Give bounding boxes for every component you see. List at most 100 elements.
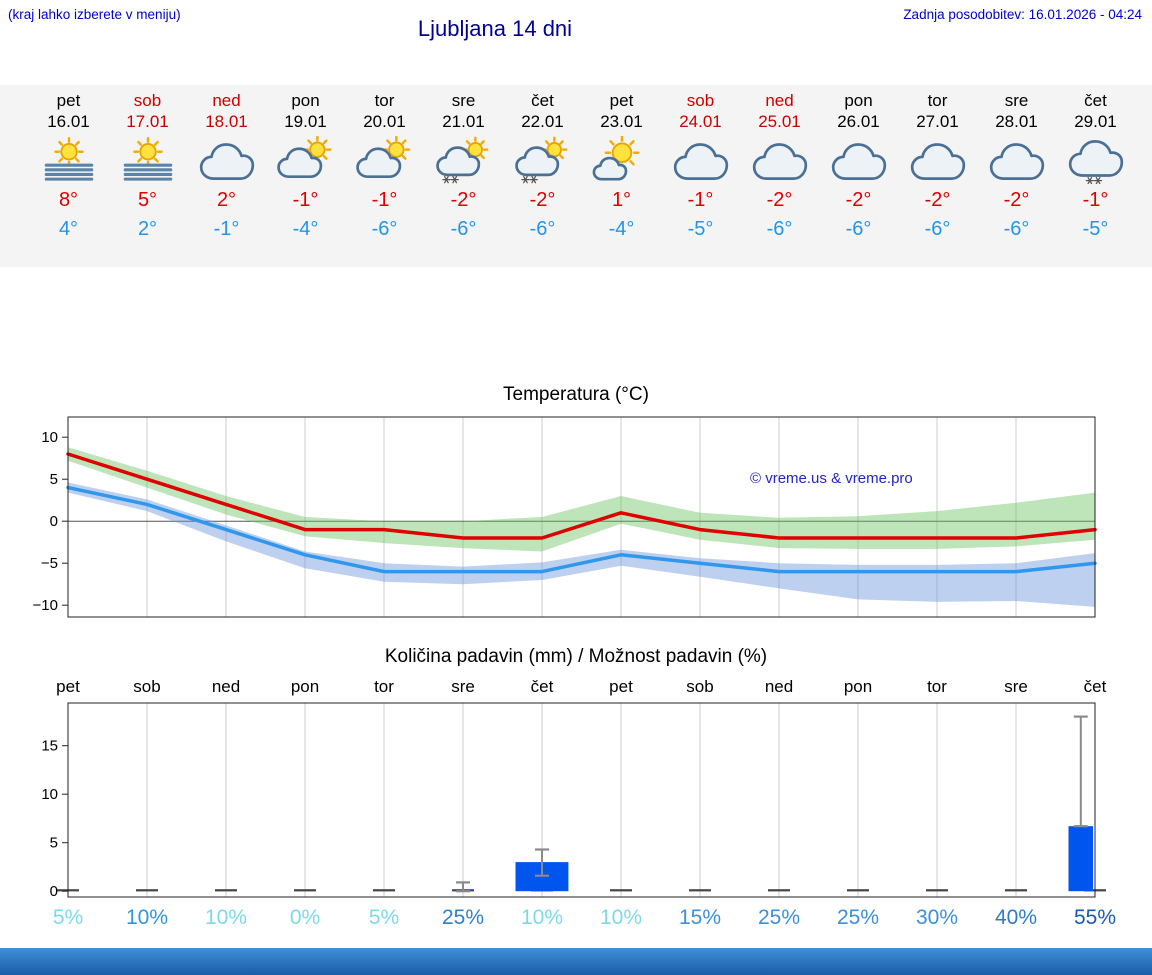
svg-text:10%: 10% xyxy=(521,906,563,929)
day-date: 19.01 xyxy=(284,112,327,131)
svg-text:sob: sob xyxy=(686,677,713,696)
cloudy-icon xyxy=(187,136,266,186)
temperature-chart: −10 −5 0 5 10 © vreme.us & vreme.pro xyxy=(33,416,1097,618)
svg-text:0%: 0% xyxy=(290,906,320,929)
day-date: 17.01 xyxy=(126,112,169,131)
day-name: ned xyxy=(765,91,794,110)
cloudy-icon xyxy=(740,136,819,186)
high-temperature: -2° xyxy=(845,189,872,211)
svg-text:pon: pon xyxy=(291,677,319,696)
svg-text:25%: 25% xyxy=(442,906,484,929)
high-temperature: 2° xyxy=(216,189,237,211)
forecast-row: pet 16.01 8° 4° sob 17.01 5° 2° ned 18.0… xyxy=(29,91,1135,241)
cloudy-snow-icon xyxy=(1056,136,1135,186)
last-update: Zadnja posodobitev: 16.01.2026 - 04:24 xyxy=(903,7,1142,22)
forecast-day-column: pon 19.01 -1° -4° xyxy=(266,91,345,241)
low-temperature: -6° xyxy=(845,218,872,240)
high-temperature: -2° xyxy=(924,189,951,211)
svg-text:25%: 25% xyxy=(758,906,800,929)
svg-text:tor: tor xyxy=(374,677,394,696)
cloudy-icon xyxy=(977,136,1056,186)
day-date: 22.01 xyxy=(521,112,564,131)
svg-text:10: 10 xyxy=(41,786,58,803)
high-temperature: -2° xyxy=(766,189,793,211)
day-date: 29.01 xyxy=(1074,112,1117,131)
svg-text:© vreme.us & vreme.pro: © vreme.us & vreme.pro xyxy=(750,470,913,487)
svg-text:40%: 40% xyxy=(995,906,1037,929)
day-name: sre xyxy=(451,91,476,110)
forecast-day-column: čet 29.01 -1° -5° xyxy=(1056,91,1135,241)
high-temperature: -2° xyxy=(450,189,477,211)
day-name: tor xyxy=(927,91,948,110)
low-temperature: -6° xyxy=(371,218,398,240)
day-date: 21.01 xyxy=(442,112,485,131)
day-date: 24.01 xyxy=(679,112,722,131)
day-date: 27.01 xyxy=(916,112,959,131)
forecast-day-column: ned 25.01 -2° -6° xyxy=(740,91,819,241)
day-name: čet xyxy=(531,91,554,110)
day-date: 18.01 xyxy=(205,112,248,131)
low-temperature: -4° xyxy=(292,218,319,240)
day-name: pet xyxy=(56,91,81,110)
svg-text:55%: 55% xyxy=(1074,906,1116,929)
forecast-day-column: sob 24.01 -1° -5° xyxy=(661,91,740,241)
low-temperature: -6° xyxy=(766,218,793,240)
low-temperature: -1° xyxy=(213,218,240,240)
svg-text:ned: ned xyxy=(765,677,793,696)
high-temperature: 1° xyxy=(611,189,632,211)
svg-text:10: 10 xyxy=(41,429,58,446)
footer-bar xyxy=(0,948,1152,975)
high-temperature: -1° xyxy=(687,189,714,211)
cloudy-icon xyxy=(819,136,898,186)
forecast-day-column: pet 23.01 1° -4° xyxy=(582,91,661,241)
day-name: ned xyxy=(212,91,241,110)
day-name: sre xyxy=(1004,91,1029,110)
svg-text:5: 5 xyxy=(50,471,58,488)
partly-cloudy-snow-icon xyxy=(503,136,582,186)
svg-text:sre: sre xyxy=(1004,677,1028,696)
low-temperature: -5° xyxy=(687,218,714,240)
day-date: 16.01 xyxy=(47,112,90,131)
location-hint: (kraj lahko izberete v meniju) xyxy=(8,7,181,22)
svg-text:25%: 25% xyxy=(837,906,879,929)
svg-text:čet: čet xyxy=(531,677,554,696)
partly-cloudy-icon xyxy=(266,136,345,186)
day-date: 28.01 xyxy=(995,112,1038,131)
temperature-chart-title: Temperatura (°C) xyxy=(503,384,649,405)
partly-cloudy-icon xyxy=(345,136,424,186)
svg-text:0: 0 xyxy=(50,513,58,530)
svg-text:10%: 10% xyxy=(205,906,247,929)
svg-text:pet: pet xyxy=(609,677,633,696)
high-temperature: -2° xyxy=(1003,189,1030,211)
svg-text:10%: 10% xyxy=(126,906,168,929)
high-temperature: 5° xyxy=(137,189,158,211)
high-temperature: -1° xyxy=(371,189,398,211)
low-temperature: -6° xyxy=(1003,218,1030,240)
svg-text:30%: 30% xyxy=(916,906,958,929)
day-name: sob xyxy=(686,91,715,110)
precipitation-chart-title: Količina padavin (mm) / Možnost padavin … xyxy=(384,646,768,667)
day-name: tor xyxy=(374,91,395,110)
forecast-day-column: sre 28.01 -2° -6° xyxy=(977,91,1056,241)
high-temperature: -1° xyxy=(292,189,319,211)
svg-text:5%: 5% xyxy=(53,906,83,929)
svg-text:sob: sob xyxy=(133,677,160,696)
high-temperature: 8° xyxy=(58,189,79,211)
day-name: pon xyxy=(844,91,873,110)
fog-sun-icon xyxy=(29,136,108,186)
mostly-sunny-icon xyxy=(582,136,661,186)
day-name: sob xyxy=(133,91,162,110)
svg-text:sre: sre xyxy=(451,677,475,696)
cloudy-icon xyxy=(661,136,740,186)
low-temperature: -6° xyxy=(529,218,556,240)
low-temperature: 4° xyxy=(58,218,79,240)
svg-text:ned: ned xyxy=(212,677,240,696)
forecast-day-column: čet 22.01 -2° -6° xyxy=(503,91,582,241)
day-date: 20.01 xyxy=(363,112,406,131)
forecast-day-column: tor 27.01 -2° -6° xyxy=(898,91,977,241)
cloudy-icon xyxy=(898,136,977,186)
svg-text:pet: pet xyxy=(56,677,80,696)
forecast-day-column: tor 20.01 -1° -6° xyxy=(345,91,424,241)
forecast-strip: pet 16.01 8° 4° sob 17.01 5° 2° ned 18.0… xyxy=(0,85,1152,267)
svg-text:5: 5 xyxy=(50,835,58,852)
